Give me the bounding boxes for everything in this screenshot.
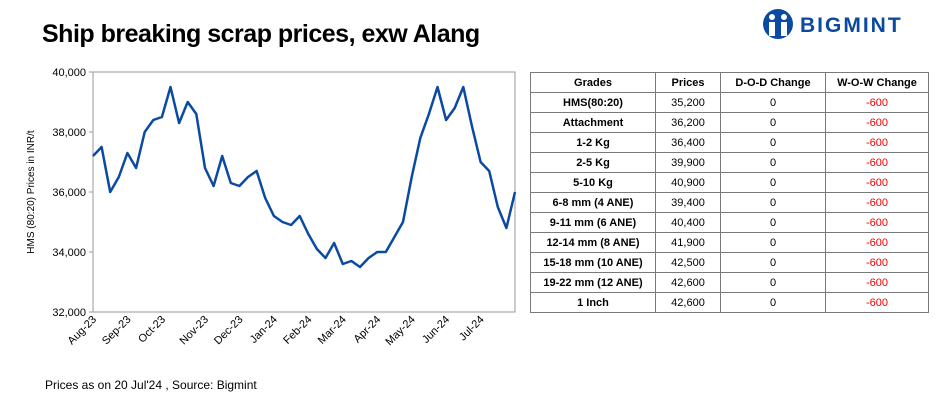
- cell: 0: [720, 152, 826, 173]
- header-cell: Prices: [655, 72, 721, 93]
- cell: 0: [720, 212, 826, 233]
- cell: -600: [825, 212, 929, 233]
- cell: -600: [825, 152, 929, 173]
- y-tick-label: 36,000: [52, 187, 86, 199]
- cell: 39,900: [655, 152, 721, 173]
- price-table: Grades Prices D-O-D Change W-O-W Change HMS(…: [530, 72, 929, 313]
- cell: 0: [720, 192, 826, 213]
- logo-bar: [781, 22, 787, 36]
- row: 15-18 mm (10 ANE) 42,500 0 -600: [530, 252, 929, 273]
- cell: -600: [825, 232, 929, 253]
- cell: -600: [825, 172, 929, 193]
- y-tick-label: 34,000: [52, 247, 86, 259]
- x-tick-label: Nov-23: [178, 314, 212, 348]
- cell: 9-11 mm (6 ANE): [530, 212, 656, 233]
- plot-frame: [92, 71, 516, 313]
- cell: 40,400: [655, 212, 721, 233]
- x-tick-label: Oct-23: [136, 314, 168, 346]
- header-row: Grades Prices D-O-D Change W-O-W Change: [530, 72, 929, 93]
- cell: Attachment: [530, 112, 656, 133]
- header-cell: Grades: [530, 72, 656, 93]
- cell: 0: [720, 272, 826, 293]
- x-tick-label: Dec-23: [212, 314, 246, 348]
- chart: 32,000 34,000 36,000 38,000 40,000 HMS (80:20…: [26, 67, 517, 348]
- row: 5-10 Kg 40,900 0 -600: [530, 172, 929, 193]
- cell: -600: [825, 92, 929, 113]
- row: 12-14 mm (8 ANE) 41,900 0 -600: [530, 232, 929, 253]
- cell: 42,600: [655, 292, 721, 313]
- logo-text: BIGMINT: [800, 14, 903, 37]
- y-axis-label: HMS (80:20) Prices in INR/t: [26, 130, 37, 254]
- header-cell: W-O-W Change: [825, 72, 929, 93]
- cell: 36,400: [655, 132, 721, 153]
- cell: 15-18 mm (10 ANE): [530, 252, 656, 273]
- x-tick-label: Mar-24: [316, 314, 349, 347]
- row: 6-8 mm (4 ANE) 39,400 0 -600: [530, 192, 929, 213]
- x-tick-label: May-24: [383, 314, 417, 348]
- logo: BIGMINT: [763, 9, 903, 39]
- row: HMS(80:20) 35,200 0 -600: [530, 92, 929, 113]
- logo-dot: [769, 14, 775, 20]
- cell: 5-10 Kg: [530, 172, 656, 193]
- cell: 1-2 Kg: [530, 132, 656, 153]
- cell: -600: [825, 292, 929, 313]
- row: 9-11 mm (6 ANE) 40,400 0 -600: [530, 212, 929, 233]
- x-tick-label: Apr-24: [351, 314, 383, 346]
- x-tick-label: Jul-24: [457, 314, 487, 344]
- title: Ship breaking scrap prices, exw Alang: [42, 20, 480, 48]
- cell: 0: [720, 252, 826, 273]
- row: 1-2 Kg 36,400 0 -600: [530, 132, 929, 153]
- cell: 42,600: [655, 272, 721, 293]
- y-tick-label: 38,000: [52, 127, 86, 139]
- y-tick-label: 32,000: [52, 307, 86, 319]
- footnote: Prices as on 20 Jul'24 , Source: Bigmint: [45, 378, 257, 392]
- x-tick-label: Feb-24: [281, 314, 314, 347]
- cell: 0: [720, 92, 826, 113]
- cell: 0: [720, 132, 826, 153]
- cell: 36,200: [655, 112, 721, 133]
- cell: 0: [720, 112, 826, 133]
- cell: -600: [825, 252, 929, 273]
- row: 19-22 mm (12 ANE) 42,600 0 -600: [530, 272, 929, 293]
- cell: 39,400: [655, 192, 721, 213]
- x-tick-label: Jun-24: [420, 314, 452, 346]
- cell: -600: [825, 132, 929, 153]
- cell: 0: [720, 172, 826, 193]
- cell: 19-22 mm (12 ANE): [530, 272, 656, 293]
- x-tick-label: Sep-23: [100, 314, 134, 348]
- cell: 2-5 Kg: [530, 152, 656, 173]
- header-cell: D-O-D Change: [720, 72, 826, 93]
- row: Attachment 36,200 0 -600: [530, 112, 929, 133]
- cell: -600: [825, 112, 929, 133]
- logo-bar: [769, 22, 775, 36]
- row: 2-5 Kg 39,900 0 -600: [530, 152, 929, 173]
- cell: 0: [720, 232, 826, 253]
- cell: 12-14 mm (8 ANE): [530, 232, 656, 253]
- logo-dot: [781, 14, 787, 20]
- cell: 0: [720, 292, 826, 313]
- x-tick-label: Jan-24: [248, 314, 280, 346]
- cell: 1 Inch: [530, 292, 656, 313]
- line: [92, 85, 517, 269]
- cell: 6-8 mm (4 ANE): [530, 192, 656, 213]
- logo-icon: [763, 9, 793, 39]
- cell: -600: [825, 192, 929, 213]
- cell: 40,900: [655, 172, 721, 193]
- cell: 42,500: [655, 252, 721, 273]
- cell: 35,200: [655, 92, 721, 113]
- cell: -600: [825, 272, 929, 293]
- cell: HMS(80:20): [530, 92, 656, 113]
- row: 1 Inch 42,600 0 -600: [530, 292, 929, 313]
- cell: 41,900: [655, 232, 721, 253]
- y-tick-label: 40,000: [52, 67, 86, 79]
